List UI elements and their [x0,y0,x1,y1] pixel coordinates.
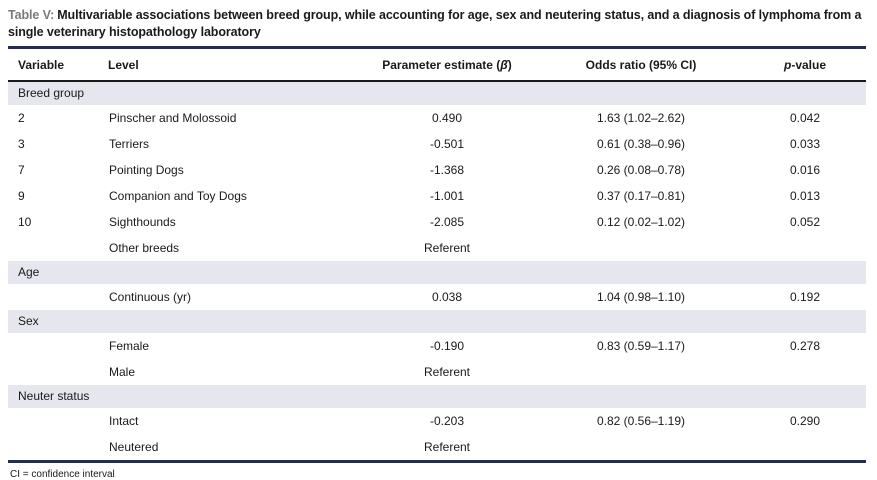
table-row: Continuous (yr) 0.038 1.04 (0.98–1.10) 0.19… [8,283,866,310]
section-row: Breed group [8,80,866,105]
cell-level: Continuous (yr) [108,283,356,310]
cell-p [744,358,866,385]
cell-param: -0.190 [356,332,538,359]
cell-odds: 0.26 (0.08–0.78) [538,156,744,183]
cell-odds: 0.83 (0.59–1.17) [538,332,744,359]
bottom-rule [8,459,866,463]
cell-odds: 0.12 (0.02–1.02) [538,208,744,235]
cell-p [744,433,866,460]
table-row: 10 Sighthounds -2.085 0.12 (0.02–1.02) 0.052 [8,208,866,235]
footnote: CI = confidence interval [10,468,115,480]
column-header-variable: Variable [8,48,108,82]
cell-param: -2.085 [356,208,538,235]
column-header-odds-ratio-label: Odds ratio (95% CI) [585,57,697,72]
column-header-odds-ratio: Odds ratio (95% CI) [538,48,744,82]
cell-p: 0.052 [744,208,866,235]
table-row: Female -0.190 0.83 (0.59–1.17) 0.278 [8,332,866,359]
table-title-text: Multivariable associations between breed… [8,8,862,39]
cell-variable: 10 [8,208,108,235]
cell-param: Referent [356,433,538,460]
cell-p [744,234,866,261]
cell-level: Other breeds [108,234,356,261]
cell-level: Neutered [108,433,356,460]
cell-p: 0.290 [744,407,866,434]
cell-p: 0.192 [744,283,866,310]
cell-param: Referent [356,358,538,385]
cell-variable [8,358,108,385]
cell-variable: 3 [8,130,108,157]
column-header-parameter-estimate: Parameter estimate (β̂) [356,48,538,82]
cell-variable [8,332,108,359]
cell-p: 0.278 [744,332,866,359]
table-row: Intact -0.203 0.82 (0.56–1.19) 0.290 [8,407,866,434]
section-label: Age [8,260,866,284]
section-label: Breed group [8,80,866,105]
cell-p: 0.033 [744,130,866,157]
cell-level: Sighthounds [108,208,356,235]
table-row: Neutered Referent [8,433,866,460]
table-row: 2 Pinscher and Molossoid 0.490 1.63 (1.02–2… [8,104,866,131]
beta-hat-symbol: β̂ [500,57,508,72]
table-body: Breed group 2 Pinscher and Molossoid 0.490 1… [8,80,866,460]
cell-p: 0.042 [744,104,866,131]
cell-param: -0.501 [356,130,538,157]
cell-odds [538,433,744,460]
top-rule [8,45,866,49]
results-table: Variable Level Parameter estimate (β̂) O… [8,48,866,460]
table-row: 7 Pointing Dogs -1.368 0.26 (0.08–0.78) 0.01… [8,156,866,183]
column-header-p-value: p-value [744,48,866,82]
table-title: Table V: Multivariable associations betwe… [8,7,864,41]
cell-level: Male [108,358,356,385]
cell-param: -1.001 [356,182,538,209]
cell-variable: 7 [8,156,108,183]
table-row: Male Referent [8,358,866,385]
cell-odds: 1.63 (1.02–2.62) [538,104,744,131]
cell-level: Intact [108,407,356,434]
table-row: 3 Terriers -0.501 0.61 (0.38–0.96) 0.033 [8,130,866,157]
cell-level: Pointing Dogs [108,156,356,183]
cell-variable [8,433,108,460]
column-header-level-label: Level [108,57,139,72]
cell-variable [8,407,108,434]
section-row: Age [8,260,866,284]
cell-variable: 2 [8,104,108,131]
cell-param: Referent [356,234,538,261]
column-header-variable-label: Variable [18,57,65,72]
table-title-label: Table V: [8,8,55,22]
cell-odds: 1.04 (0.98–1.10) [538,283,744,310]
cell-level: Pinscher and Molossoid [108,104,356,131]
cell-p: 0.013 [744,182,866,209]
cell-odds: 0.37 (0.17–0.81) [538,182,744,209]
cell-level: Companion and Toy Dogs [108,182,356,209]
cell-p: 0.016 [744,156,866,183]
cell-param: 0.490 [356,104,538,131]
cell-level: Terriers [108,130,356,157]
cell-param: 0.038 [356,283,538,310]
section-label: Neuter status [8,384,866,408]
header-row: Variable Level Parameter estimate (β̂) O… [8,48,866,82]
cell-variable [8,283,108,310]
section-row: Neuter status [8,384,866,408]
cell-odds: 0.82 (0.56–1.19) [538,407,744,434]
cell-param: -1.368 [356,156,538,183]
table-header: Variable Level Parameter estimate (β̂) O… [8,48,866,82]
table-row: Other breeds Referent [8,234,866,261]
cell-odds: 0.61 (0.38–0.96) [538,130,744,157]
column-header-level: Level [108,48,356,82]
cell-level: Female [108,332,356,359]
cell-param: -0.203 [356,407,538,434]
cell-variable: 9 [8,182,108,209]
cell-variable [8,234,108,261]
cell-odds [538,358,744,385]
section-label: Sex [8,309,866,333]
cell-odds [538,234,744,261]
section-row: Sex [8,309,866,333]
table-row: 9 Companion and Toy Dogs -1.001 0.37 (0.17–… [8,182,866,209]
